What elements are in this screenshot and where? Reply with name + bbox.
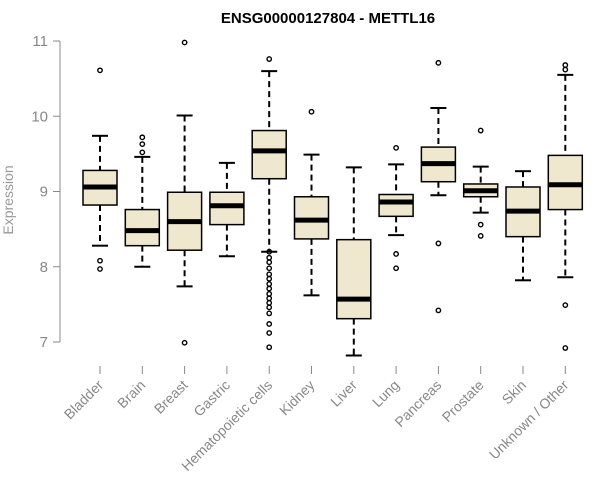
- chart-title: ENSG00000127804 - METTL16: [221, 10, 435, 27]
- outlier-point: [139, 149, 146, 156]
- outlier-point: [266, 285, 273, 292]
- outlier-point: [266, 304, 273, 311]
- outlier-point: [393, 251, 399, 257]
- iqr-box: [124, 208, 161, 247]
- y-axis-label: Expression: [0, 165, 16, 234]
- box-breast: [166, 39, 203, 346]
- x-tick-label: Bladder: [61, 377, 107, 423]
- x-tick-label: Liver: [327, 377, 360, 410]
- outlier-point: [266, 290, 273, 297]
- y-tick-label: 11: [32, 33, 48, 50]
- box-lung: [378, 144, 414, 272]
- outlier-point: [97, 257, 103, 264]
- outlier-point: [393, 265, 399, 272]
- outlier-point: [97, 266, 103, 272]
- outlier-point: [266, 295, 273, 302]
- outlier-point: [266, 248, 273, 255]
- x-tick-label: Skin: [499, 377, 530, 408]
- outlier-point: [97, 67, 103, 74]
- outlier-point: [181, 39, 188, 46]
- x-tick-label: Unknown / Other: [486, 377, 572, 463]
- outlier-point: [139, 134, 146, 141]
- outlier-point: [266, 310, 273, 317]
- iqr-box: [209, 191, 245, 226]
- box-skin: [505, 170, 541, 282]
- outlier-point: [266, 56, 273, 62]
- outlier-point: [562, 66, 569, 73]
- box-unknown-other: [547, 62, 584, 351]
- outlier-point: [266, 321, 273, 327]
- x-tick-label: Pancreas: [391, 377, 444, 430]
- x-tick-label: Breast: [151, 377, 191, 417]
- outlier-point: [393, 144, 399, 151]
- box-hematopoietic-cells: [251, 56, 287, 351]
- x-tick-label: Lung: [369, 377, 402, 410]
- outlier-point: [266, 271, 273, 278]
- outlier-point: [562, 345, 569, 351]
- box-brain: [124, 134, 161, 268]
- outlier-point: [266, 299, 273, 306]
- y-tick-label: 8: [40, 259, 48, 276]
- outlier-point: [477, 127, 484, 134]
- y-tick-label: 9: [40, 184, 48, 201]
- y-tick-label: 7: [40, 334, 48, 351]
- outlier-point: [266, 265, 273, 272]
- outlier-point: [477, 232, 484, 239]
- x-tick-label: Brain: [114, 377, 148, 411]
- y-tick-label: 10: [31, 108, 48, 125]
- outlier-point: [181, 339, 188, 346]
- y-axis: 7 8 9 10 11: [31, 33, 61, 351]
- x-tick-label: Kidney: [276, 377, 318, 419]
- outlier-point: [562, 302, 569, 309]
- outlier-point: [562, 62, 569, 68]
- outlier-point: [435, 307, 442, 314]
- box-kidney: [293, 108, 330, 297]
- outlier-point: [266, 275, 273, 282]
- iqr-box: [378, 193, 414, 218]
- outlier-point: [266, 330, 273, 336]
- iqr-box: [336, 238, 372, 320]
- outlier-point: [266, 344, 273, 351]
- outlier-point: [308, 108, 315, 115]
- x-tick-label: Prostate: [439, 377, 487, 425]
- iqr-box: [251, 129, 287, 180]
- box-pancreas: [420, 59, 457, 314]
- box-gastric: [209, 161, 245, 258]
- outlier-point: [266, 281, 273, 287]
- outlier-point: [139, 141, 146, 147]
- outlier-point: [477, 221, 484, 228]
- box-bladder: [82, 67, 118, 272]
- box-prostate: [462, 127, 499, 239]
- box-liver: [336, 166, 372, 357]
- outlier-point: [266, 259, 273, 266]
- plot-area: [82, 39, 584, 357]
- outlier-point: [266, 254, 273, 261]
- outlier-point: [435, 59, 442, 66]
- outlier-point: [435, 240, 442, 247]
